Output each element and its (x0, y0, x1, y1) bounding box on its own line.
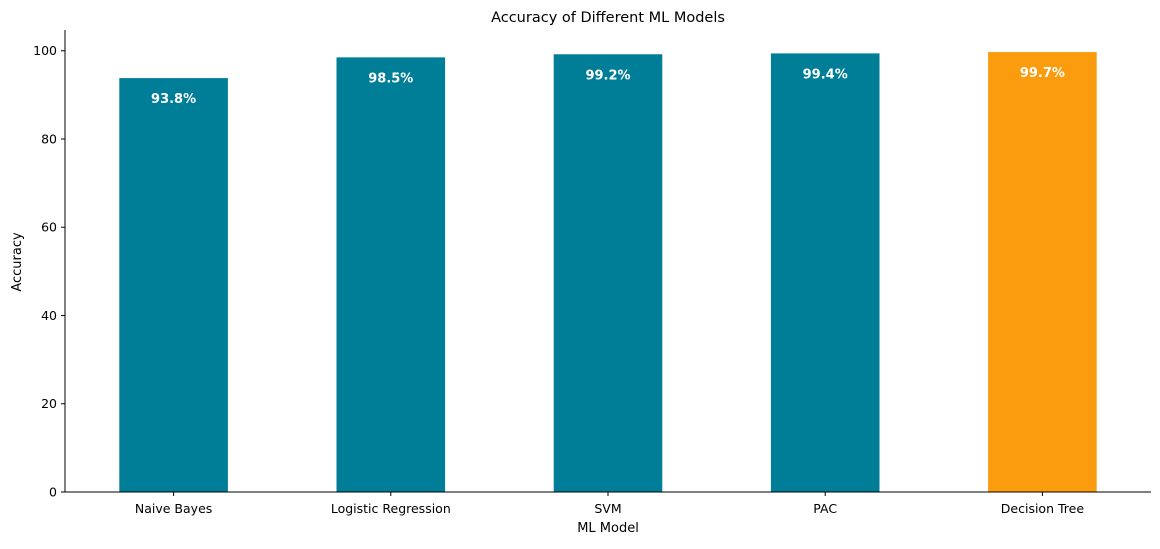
y-tick-label: 80 (41, 131, 57, 146)
y-tick-label: 60 (41, 220, 57, 235)
x-axis-label: ML Model (577, 521, 639, 536)
bars-group (119, 52, 1097, 493)
data-label: 93.8% (151, 92, 196, 107)
x-axis: Naive Bayes Logistic Regression SVM PAC Deci… (65, 491, 1151, 516)
data-labels-group: 93.8% 98.5% 99.2% 99.4% 99.7% (151, 66, 1065, 107)
bar-logistic-regression (336, 57, 446, 493)
data-label: 99.7% (1020, 66, 1065, 81)
x-tick-label: Logistic Regression (331, 501, 451, 516)
bar-svm (553, 54, 663, 492)
bar-pac (770, 53, 880, 493)
y-tick-label: 100 (33, 43, 57, 58)
x-tick-label: Decision Tree (1001, 501, 1085, 516)
x-tick-label: SVM (594, 501, 621, 516)
data-label: 99.4% (803, 67, 848, 82)
x-tick-label: PAC (813, 501, 837, 516)
bar-decision-tree (988, 52, 1097, 492)
y-axis: 0 20 40 60 80 100 (33, 30, 66, 500)
y-tick-label: 40 (41, 308, 57, 323)
x-tick-label: Naive Bayes (135, 501, 212, 516)
data-label: 99.2% (585, 68, 630, 83)
chart-title: Accuracy of Different ML Models (491, 10, 725, 26)
y-axis-label: Accuracy (10, 232, 25, 292)
bar-naive-bayes (119, 78, 228, 493)
y-tick-label: 0 (49, 485, 57, 500)
y-tick-label: 20 (41, 396, 57, 411)
data-label: 98.5% (368, 71, 413, 86)
